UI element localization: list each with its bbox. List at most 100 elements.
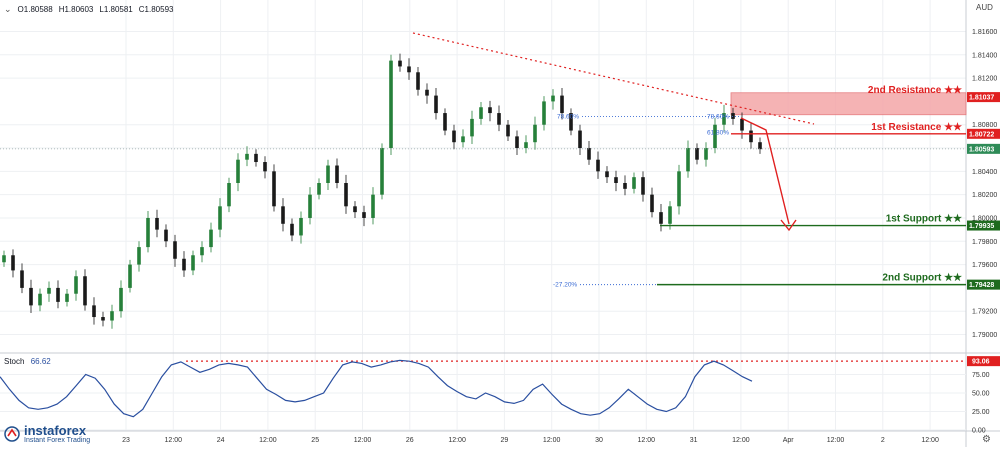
candle-body (713, 124, 717, 149)
candle-body (722, 113, 726, 125)
candle-body (389, 60, 393, 149)
stoch-value: 66.62 (30, 357, 51, 366)
candle-body (29, 287, 33, 306)
candle-body (407, 66, 411, 73)
collapse-chevron-icon[interactable]: ⌄ (4, 4, 12, 14)
candle-body (281, 206, 285, 224)
x-tick-label: 30 (595, 437, 603, 444)
candle-body (605, 171, 609, 178)
candle-body (470, 118, 474, 137)
candle-body (731, 113, 735, 119)
candle-body (749, 130, 753, 143)
x-tick-label: 2 (881, 437, 885, 444)
candle-body (704, 148, 708, 160)
x-tick-label: 23 (122, 437, 130, 444)
price-tag-bg (967, 279, 1000, 290)
candle-body (614, 177, 618, 183)
ohlc-open: O1.80588 (17, 5, 53, 14)
level-label-1st-support: 1st Support ★★ (886, 214, 962, 225)
candle-body (56, 287, 60, 302)
candle-body (587, 148, 591, 160)
fib-label-786-b: 78.60% (707, 114, 729, 121)
price-tag-1st-support: 1.79935 (969, 223, 994, 230)
candle-body (641, 177, 645, 195)
y-tick-label: 1.80200 (972, 192, 997, 199)
brand-logo: instaforex Instant Forex Trading (4, 424, 90, 444)
stoch-tick-label: 75.00 (972, 372, 990, 379)
trendline-descending (412, 32, 815, 125)
candle-body (533, 124, 537, 143)
candle-body (74, 276, 78, 294)
x-tick-label: 24 (217, 437, 225, 444)
stoch-level-tag: 93.06 (972, 359, 990, 366)
y-tick-label: 1.80000 (972, 215, 997, 222)
fib-label-618: 61.80% (707, 129, 729, 136)
candle-body (524, 142, 528, 149)
x-tick-label: 12:00 (354, 437, 372, 444)
candle-body (362, 212, 366, 218)
stoch-tick-label: 50.00 (972, 391, 990, 398)
x-tick-label: 25 (311, 437, 319, 444)
y-tick-label: 1.79600 (972, 262, 997, 269)
x-tick-label: 12:00 (732, 437, 750, 444)
candle-body (758, 142, 762, 150)
candle-body (686, 148, 690, 172)
candle-body (110, 311, 114, 321)
candle-body (182, 258, 186, 271)
ohlc-high: H1.80603 (58, 5, 94, 14)
candle-body (65, 293, 69, 302)
candle-body (497, 113, 501, 125)
candle-body (443, 113, 447, 131)
candle-body (335, 165, 339, 183)
level-label-1st-resistance: 1st Resistance ★★ (871, 122, 962, 133)
y-tick-label: 1.81200 (972, 76, 997, 83)
candle-body (101, 317, 105, 321)
price-tag-2nd-resistance: 1.81037 (969, 95, 994, 102)
candle-body (398, 60, 402, 67)
candle-body (290, 223, 294, 236)
ohlc-low: L1.80581 (99, 5, 133, 14)
candle-body (137, 247, 141, 265)
candle-body (245, 153, 249, 160)
resistance-zone-2 (730, 92, 967, 116)
candle-body (47, 287, 51, 294)
candle-body (272, 171, 276, 207)
settings-gear-icon[interactable]: ⚙ (982, 434, 991, 445)
candle-body (263, 162, 267, 172)
fib-label-786: 78.60% (557, 114, 579, 121)
candle-body (173, 241, 177, 259)
level-label-2nd-resistance: 2nd Resistance ★★ (868, 85, 962, 96)
candle-body (542, 101, 546, 125)
candle-body (2, 255, 6, 263)
candle-body (209, 229, 213, 248)
candle-body (461, 136, 465, 143)
y-tick-label: 1.80400 (972, 169, 997, 176)
candle-body (146, 217, 150, 248)
y-tick-label: 1.81400 (972, 52, 997, 59)
currency-label: AUD (976, 3, 993, 12)
candle-body (695, 148, 699, 160)
candle-body (668, 206, 672, 224)
x-tick-label: 12:00 (827, 437, 845, 444)
x-tick-label: 26 (406, 437, 414, 444)
candle-body (425, 89, 429, 96)
candle-body (560, 95, 564, 114)
stoch-tag-bg (967, 356, 1000, 367)
x-tick-label: Apr (783, 437, 795, 444)
candle-body (191, 255, 195, 271)
x-tick-label: 12:00 (638, 437, 656, 444)
y-tick-label: 1.79200 (972, 309, 997, 316)
x-tick-label: 12:00 (165, 437, 183, 444)
candle-body (353, 206, 357, 213)
price-tag-bg (967, 92, 1000, 103)
price-tag-bg (967, 220, 1000, 231)
candle-body (596, 159, 600, 172)
price-tag-1st-resistance: 1.80722 (969, 131, 994, 138)
candle-body (227, 183, 231, 207)
stoch-line (0, 359, 753, 418)
candle-body (326, 165, 330, 183)
candle-body (344, 183, 348, 207)
candle-body (38, 293, 42, 306)
candle-body (578, 130, 582, 149)
